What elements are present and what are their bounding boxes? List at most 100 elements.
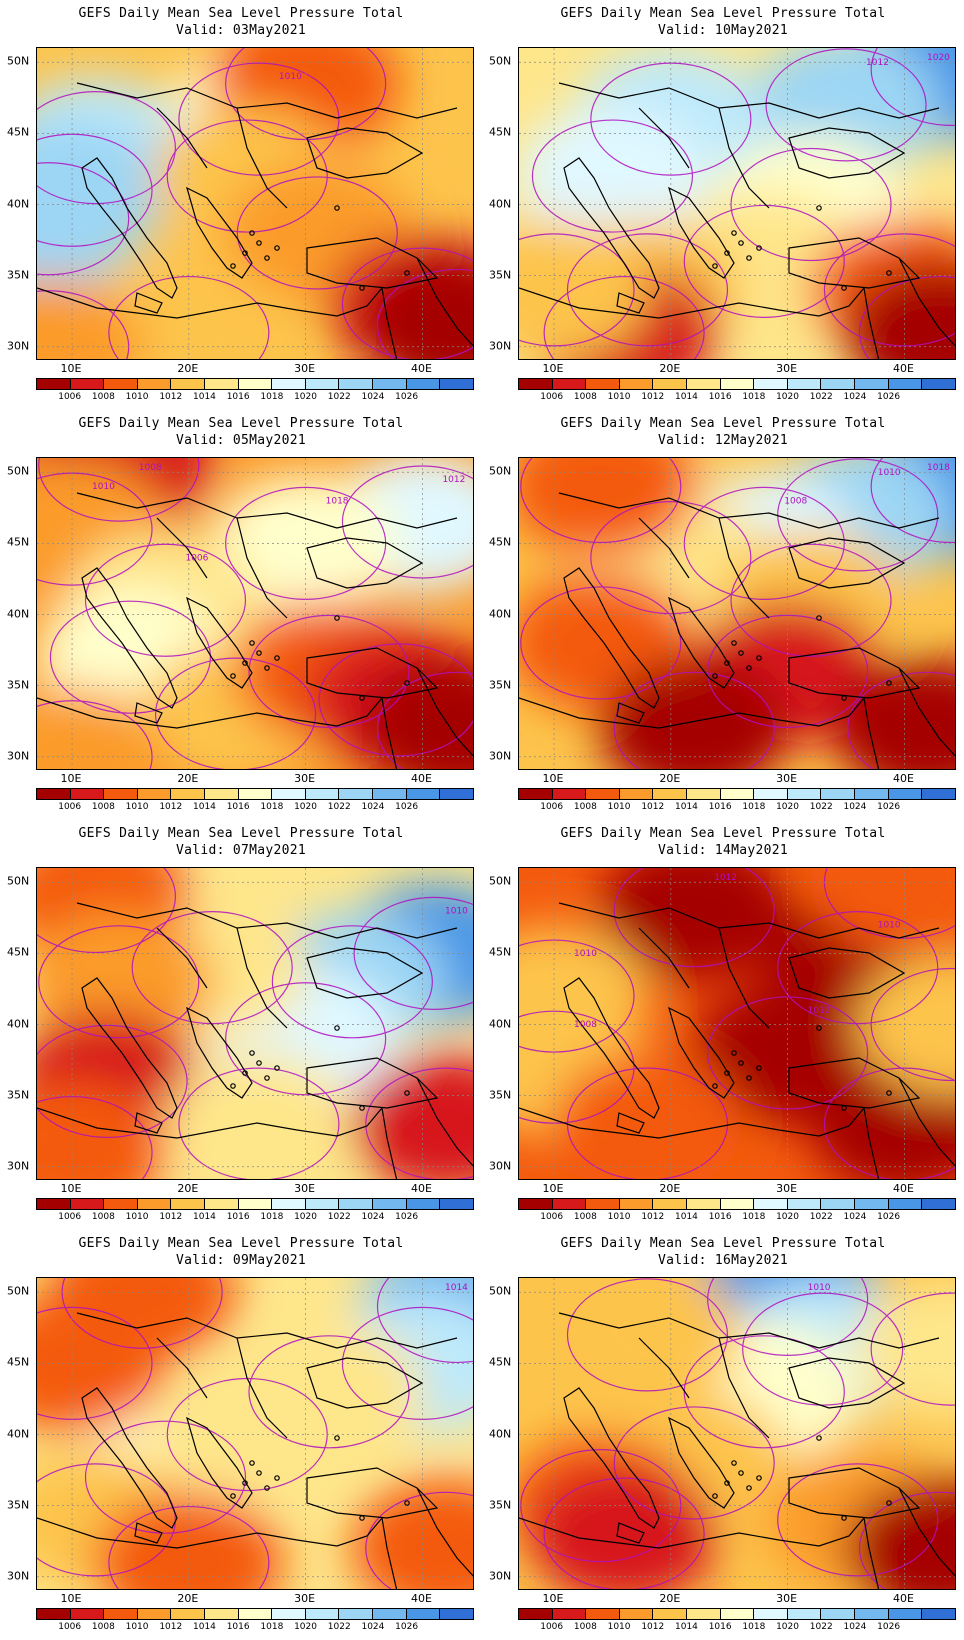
colorbar-label: 1006 (540, 392, 564, 402)
pressure-map: 1010 (36, 47, 474, 360)
latitude-label: 30N (489, 1159, 512, 1173)
colorbar-swatch (855, 1609, 889, 1619)
isobar (37, 1095, 153, 1179)
island (756, 245, 762, 251)
coastline (134, 292, 163, 314)
isobar (376, 671, 473, 769)
island (712, 263, 718, 269)
colorbar-label: 1006 (540, 1622, 564, 1632)
coastline (788, 647, 921, 699)
pressure-map: 1020 1012 (518, 47, 956, 360)
pressure-area (519, 458, 696, 557)
coastline (638, 927, 690, 989)
isobar (166, 119, 328, 233)
island (242, 250, 248, 256)
colorbar-swatch (888, 1609, 923, 1619)
colorbar-label: 1008 (573, 1622, 597, 1632)
island (249, 640, 255, 646)
pressure-map-svg: 1008 1010 1012 1018 1006 (37, 458, 473, 769)
panel-valid-date: Valid: 09May2021 (175, 1253, 307, 1268)
colorbar-label: 1016 (708, 802, 732, 812)
isobar (870, 1292, 955, 1406)
island (334, 1025, 340, 1031)
latitude-label: 35N (489, 1088, 512, 1102)
latitude-label: 40N (7, 1427, 30, 1440)
isobar (318, 643, 473, 757)
island (256, 1470, 262, 1476)
longitude-label: 10E (542, 1592, 564, 1605)
coastline (306, 1467, 439, 1519)
coastline (898, 1487, 955, 1577)
colorbar-label: 1022 (327, 802, 351, 812)
map-panel: GEFS Daily Mean Sea Level Pressure Total… (482, 820, 964, 1230)
colorbar (518, 788, 956, 800)
island (249, 1050, 255, 1056)
longitude-label: 30E (294, 362, 316, 375)
latitude-label: 50N (7, 874, 30, 888)
island (359, 695, 365, 701)
pressure-map: 1010 (518, 1277, 956, 1590)
colorbar-label: 1010 (607, 1622, 631, 1632)
colorbar-swatch (687, 379, 721, 389)
colorbar-swatch (171, 1609, 206, 1619)
coastline (186, 596, 253, 689)
colorbar-label: 1018 (742, 392, 766, 402)
isobar (84, 1420, 247, 1534)
latitude-label: 50N (489, 54, 512, 68)
colorbar-swatch (70, 379, 105, 389)
isobar (154, 657, 317, 769)
island (756, 1475, 762, 1481)
isobar (520, 586, 682, 700)
longitude-label: 20E (659, 772, 681, 785)
island (724, 1070, 730, 1076)
map-panel: GEFS Daily Mean Sea Level Pressure Total… (482, 410, 964, 820)
colorbar-swatch (70, 789, 105, 799)
panel-title: GEFS Daily Mean Sea Level Pressure Total (560, 826, 886, 841)
longitude-label: 40E (410, 1592, 432, 1605)
coastline (638, 107, 690, 169)
colorbar-label: 1022 (327, 1212, 351, 1222)
coastline (156, 107, 208, 169)
colorbar-swatch (653, 1609, 688, 1619)
isobar-label: 1008 (784, 496, 807, 506)
colorbar-label: 1012 (641, 1212, 665, 1222)
pressure-map: 1008 1010 1012 1018 1006 (36, 457, 474, 770)
coastline (81, 567, 178, 709)
pressure-map-svg: 1010 (37, 48, 473, 359)
colorbar-label: 1008 (91, 1622, 115, 1632)
latitude-label: 50N (7, 464, 30, 478)
colorbar-swatch (37, 379, 71, 389)
island (841, 1515, 847, 1521)
colorbar-swatch (855, 789, 889, 799)
colorbar-swatch (619, 1199, 654, 1209)
coastline (668, 596, 735, 689)
island (712, 1493, 718, 1499)
island (359, 285, 365, 291)
colorbar-swatch (137, 789, 172, 799)
island (816, 615, 822, 621)
island (230, 1493, 236, 1499)
colorbar-label: 1020 (294, 1622, 317, 1632)
isobar (108, 1505, 270, 1589)
isobar (566, 1278, 729, 1392)
colorbar-label: 1018 (742, 1622, 766, 1632)
isobar (777, 910, 939, 1025)
island (738, 1060, 744, 1066)
colorbar-swatch (104, 379, 138, 389)
colorbar-label: 1006 (58, 392, 82, 402)
colorbar-label: 1018 (260, 1212, 284, 1222)
coastline (788, 947, 906, 999)
colorbar-swatch (339, 1199, 374, 1209)
island (242, 660, 248, 666)
colorbar-swatch (720, 379, 755, 389)
colorbar-swatch (687, 1609, 721, 1619)
colorbar-swatch (373, 1609, 407, 1619)
colorbar-swatch (205, 1199, 239, 1209)
isobar (683, 204, 845, 319)
latitude-label: 30N (7, 1159, 30, 1173)
colorbar-label: 1012 (159, 392, 183, 402)
longitude-label: 20E (659, 1182, 681, 1195)
isobar (84, 543, 247, 657)
colorbar-swatch (37, 1199, 71, 1209)
colorbar-label: 1022 (327, 1622, 351, 1632)
